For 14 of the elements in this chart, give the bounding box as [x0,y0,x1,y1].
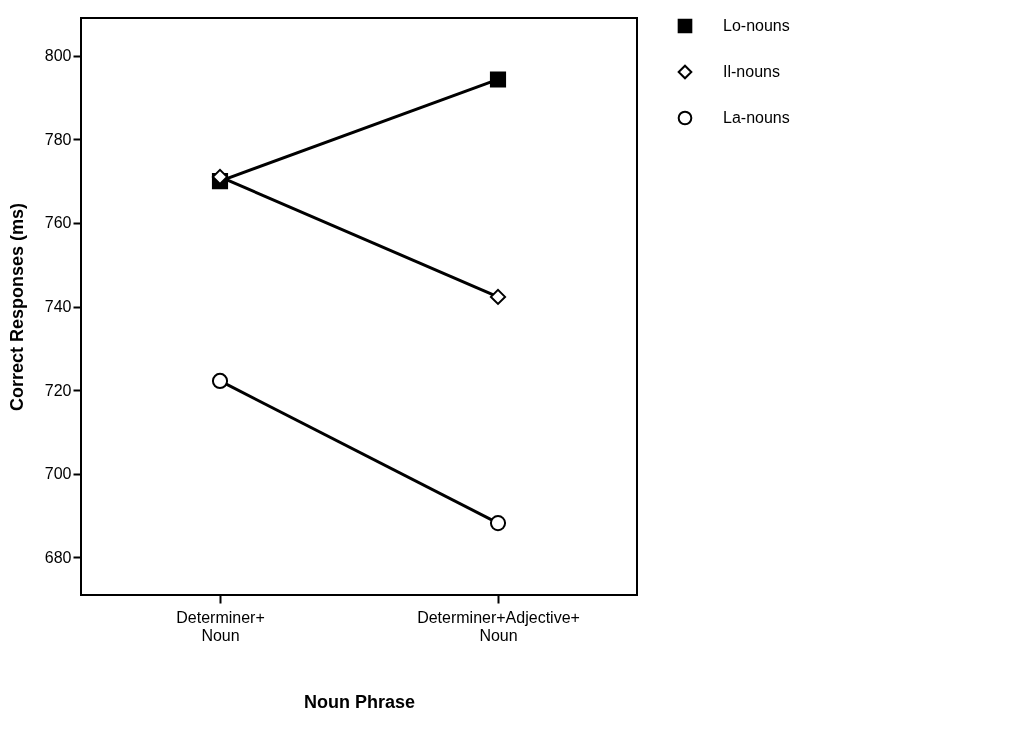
y-tick-label: 680 [44,548,72,566]
y-tick-label: 740 [44,298,72,315]
y-tick-label: 700 [44,465,72,483]
legend-label: Lo-nouns [723,17,790,34]
x-axis-title: Noun Phrase [303,691,416,712]
y-tick-label: 760 [44,214,72,232]
legend-label: Il-nouns [723,63,780,80]
y-tick-label: 720 [44,381,72,399]
y-axis-title: Correct Responses (ms) [6,202,27,412]
x-tick-label: Determiner+ Noun [176,608,265,644]
y-tick-label: 780 [44,130,72,148]
y-tick-label: 800 [44,47,72,65]
legend-label: La-nouns [723,109,790,126]
x-tick-label: Determiner+Adjective+ Noun [417,608,580,644]
